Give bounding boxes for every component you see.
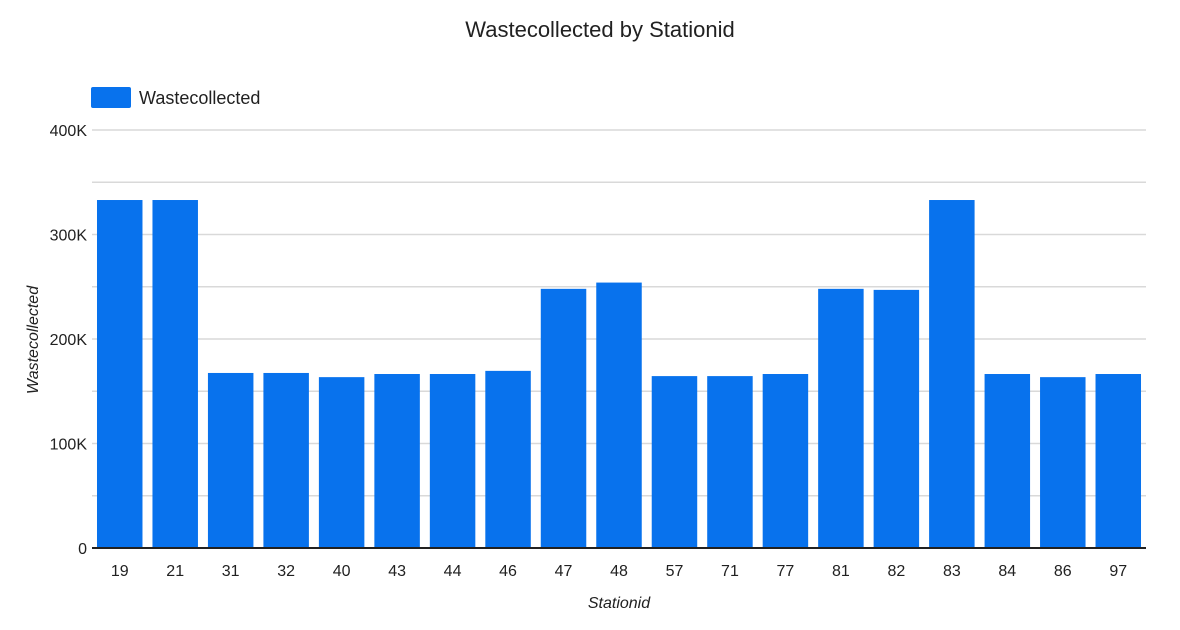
bar (1095, 374, 1142, 548)
bar (540, 288, 587, 548)
bar (1040, 377, 1086, 548)
x-tick-label: 19 (111, 563, 129, 580)
chart-title: Wastecollected by Stationid (465, 17, 734, 42)
bar (651, 376, 698, 548)
x-tick-label: 86 (1054, 563, 1072, 580)
bars (96, 200, 1142, 548)
y-axis-ticks: 0 100K 200K 300K 400K (50, 123, 88, 558)
legend-swatch (91, 87, 131, 108)
bar (96, 200, 143, 548)
x-axis-title: Stationid (588, 595, 651, 612)
legend-label: Wastecollected (139, 88, 260, 108)
y-tick-label: 300K (50, 228, 88, 245)
x-tick-label: 77 (777, 563, 795, 580)
x-tick-label: 31 (222, 563, 240, 580)
bar (152, 200, 198, 548)
x-tick-label: 48 (610, 563, 628, 580)
y-tick-label: 100K (50, 437, 88, 454)
y-tick-label: 0 (78, 541, 87, 558)
x-tick-label: 44 (444, 563, 462, 580)
x-tick-label: 32 (277, 563, 295, 580)
bar (929, 200, 975, 548)
x-tick-label: 83 (943, 563, 961, 580)
legend: Wastecollected (91, 87, 260, 108)
bar (596, 282, 642, 548)
bar (374, 374, 420, 548)
bar (207, 372, 254, 548)
x-tick-label: 21 (166, 563, 184, 580)
x-axis-ticks: 19 21 31 32 40 43 44 46 47 48 57 71 77 81 82 83 84 86 97 (111, 563, 1127, 580)
y-tick-label: 200K (50, 332, 88, 349)
bar (707, 376, 753, 548)
x-tick-label: 57 (666, 563, 684, 580)
bar (318, 377, 365, 548)
x-tick-label: 97 (1109, 563, 1127, 580)
x-tick-label: 71 (721, 563, 739, 580)
x-tick-label: 46 (499, 563, 517, 580)
bar (762, 374, 809, 548)
bar (873, 289, 920, 548)
bar (818, 288, 864, 548)
y-tick-label: 400K (50, 123, 88, 140)
bar (263, 372, 309, 548)
x-tick-label: 84 (998, 563, 1016, 580)
x-tick-label: 81 (832, 563, 850, 580)
bar (429, 374, 476, 548)
y-axis-title: Wastecollected (25, 285, 42, 394)
x-tick-label: 47 (555, 563, 573, 580)
x-tick-label: 40 (333, 563, 351, 580)
bar (984, 374, 1031, 548)
x-tick-label: 82 (887, 563, 905, 580)
x-tick-label: 43 (388, 563, 406, 580)
bar (485, 370, 531, 548)
